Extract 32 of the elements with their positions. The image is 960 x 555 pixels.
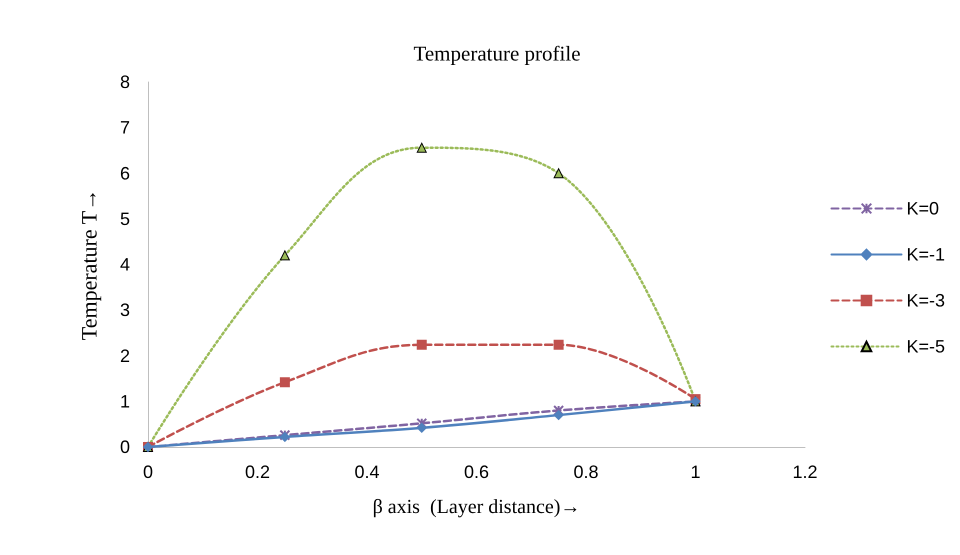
legend-label: K=-3 [906, 290, 946, 310]
y-tick-label: 5 [120, 208, 130, 229]
point [554, 410, 564, 420]
point [553, 405, 564, 416]
y-tick-label: 8 [120, 72, 130, 92]
legend-label: K=-5 [906, 336, 946, 356]
point [280, 377, 290, 388]
x-tick-label: 0.8 [573, 462, 599, 482]
x-tick-label: 0.6 [464, 462, 490, 482]
y-tick-label: 2 [120, 346, 130, 366]
point [280, 250, 290, 260]
y-tick-label: 7 [120, 118, 130, 138]
x-tick-label: 0.4 [354, 462, 380, 482]
point [554, 168, 564, 178]
point [416, 422, 427, 433]
x-tick-label: 0.2 [244, 462, 270, 482]
y-tick-label: 6 [120, 163, 130, 184]
point [416, 340, 427, 350]
y-tick-label: 4 [120, 254, 130, 274]
legend-label: K=0 [906, 198, 940, 218]
y-axis-title: Temperature T→ [76, 188, 102, 340]
y-tick-label: 1 [120, 391, 130, 412]
x-axis-title: β axis (Layer distance)→ [372, 496, 580, 518]
y-tick-label: 3 [120, 300, 130, 320]
y-tick-label: 0 [120, 437, 130, 457]
x-tick-label: 1.2 [792, 462, 818, 482]
chart-title: Temperature profile [413, 42, 581, 66]
x-tick-label: 1 [690, 462, 701, 482]
x-tick-label: 0 [142, 462, 154, 482]
legend-label: K=-1 [906, 244, 946, 264]
point [416, 142, 427, 153]
point [554, 340, 564, 350]
